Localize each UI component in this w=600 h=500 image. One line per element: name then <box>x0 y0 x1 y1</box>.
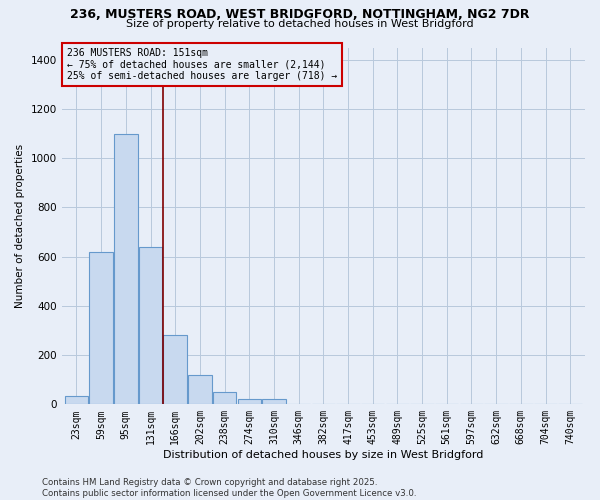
Bar <box>213 392 236 404</box>
Bar <box>65 396 88 404</box>
Y-axis label: Number of detached properties: Number of detached properties <box>15 144 25 308</box>
Bar <box>188 375 212 404</box>
Bar <box>163 336 187 404</box>
Text: Size of property relative to detached houses in West Bridgford: Size of property relative to detached ho… <box>126 19 474 29</box>
Text: 236 MUSTERS ROAD: 151sqm
← 75% of detached houses are smaller (2,144)
25% of sem: 236 MUSTERS ROAD: 151sqm ← 75% of detach… <box>67 48 337 80</box>
X-axis label: Distribution of detached houses by size in West Bridgford: Distribution of detached houses by size … <box>163 450 484 460</box>
Bar <box>89 252 113 404</box>
Bar <box>238 400 261 404</box>
Text: 236, MUSTERS ROAD, WEST BRIDGFORD, NOTTINGHAM, NG2 7DR: 236, MUSTERS ROAD, WEST BRIDGFORD, NOTTI… <box>70 8 530 20</box>
Text: Contains HM Land Registry data © Crown copyright and database right 2025.
Contai: Contains HM Land Registry data © Crown c… <box>42 478 416 498</box>
Bar <box>139 247 162 404</box>
Bar <box>262 400 286 404</box>
Bar <box>114 134 137 404</box>
